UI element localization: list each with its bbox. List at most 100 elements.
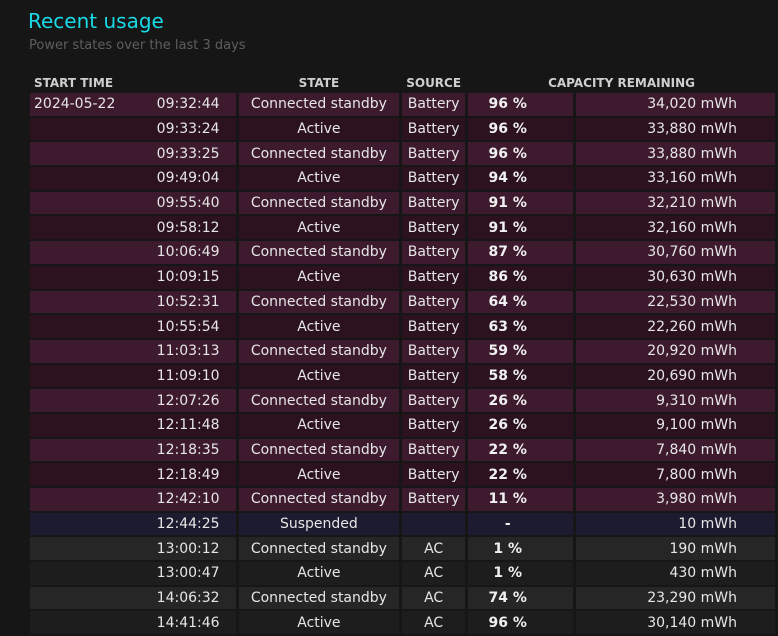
- percent-cell: 96 %: [468, 611, 574, 635]
- col-state: STATE: [298, 76, 340, 90]
- table-row: 2024-05-22 09:32:44 Connected standby Bat…: [30, 93, 775, 116]
- table-row: 10:09:15 Active Battery 86 % 30,630 mWh: [30, 265, 775, 289]
- percent-cell: 1 %: [468, 537, 574, 561]
- source-cell: Battery: [402, 265, 466, 289]
- capacity-cell: 20,690 mWh: [576, 364, 775, 388]
- state-cell: Connected standby: [238, 142, 400, 166]
- table-row: 09:58:12 Active Battery 91 % 32,160 mWh: [30, 216, 775, 240]
- percent-cell: 1 %: [468, 562, 574, 585]
- state-cell: Active: [238, 611, 400, 635]
- table-row: 09:49:04 Active Battery 94 % 33,160 mWh: [30, 167, 775, 190]
- capacity-cell: 9,100 mWh: [576, 413, 775, 437]
- start-time: 12:11:48: [156, 417, 220, 434]
- table-row: 12:44:25 Suspended - 10 mWh: [30, 512, 775, 536]
- capacity-cell: 22,530 mWh: [576, 290, 775, 314]
- percent-cell: 94 %: [468, 167, 574, 190]
- start-time: 11:03:13: [156, 343, 220, 360]
- percent-cell: 22 %: [468, 463, 574, 486]
- table-row: 12:18:49 Active Battery 22 % 7,800 mWh: [30, 463, 775, 486]
- start-time: 14:41:46: [156, 614, 220, 631]
- table-row: 09:33:24 Active Battery 96 % 33,880 mWh: [30, 117, 775, 141]
- state-cell: Connected standby: [238, 290, 400, 314]
- source-cell: Battery: [402, 364, 466, 388]
- percent-cell: 22 %: [468, 438, 574, 462]
- start-time: 12:07:26: [156, 392, 220, 409]
- start-time-cell: 13:00:12: [30, 537, 236, 561]
- start-time-cell: 12:44:25: [30, 512, 236, 536]
- start-time: 09:33:24: [156, 121, 220, 138]
- start-time-cell: 09:55:40: [30, 191, 236, 215]
- table-row: 09:33:25 Connected standby Battery 96 % …: [30, 142, 775, 166]
- source-cell: Battery: [402, 463, 466, 486]
- state-cell: Connected standby: [238, 488, 400, 511]
- source-cell: Battery: [402, 142, 466, 166]
- percent-cell: 74 %: [468, 586, 574, 610]
- table-row: 09:55:40 Connected standby Battery 91 % …: [30, 191, 775, 215]
- capacity-cell: 30,760 mWh: [576, 241, 775, 264]
- table-row: 11:03:13 Connected standby Battery 59 % …: [30, 339, 775, 363]
- table-row: 12:42:10 Connected standby Battery 11 % …: [30, 488, 775, 511]
- percent-cell: 91 %: [468, 191, 574, 215]
- start-time-cell: 09:58:12: [30, 216, 236, 240]
- percent-cell: 64 %: [468, 290, 574, 314]
- percent-cell: 96 %: [468, 142, 574, 166]
- page-subtitle: Power states over the last 3 days: [29, 38, 246, 53]
- col-capacity: CAPACITY REMAINING: [548, 76, 695, 90]
- capacity-cell: 3,980 mWh: [576, 488, 775, 511]
- capacity-cell: 32,210 mWh: [576, 191, 775, 215]
- start-time: 10:09:15: [156, 269, 220, 286]
- start-time: 14:06:32: [156, 590, 220, 607]
- table-row: 13:00:12 Connected standby AC 1 % 190 mW…: [30, 537, 775, 561]
- start-time-cell: 09:33:25: [30, 142, 236, 166]
- source-cell: Battery: [402, 241, 466, 264]
- usage-table: START TIME STATE SOURCE CAPACITY REMAINI…: [27, 73, 778, 636]
- state-cell: Connected standby: [238, 389, 400, 412]
- table-row: 13:00:47 Active AC 1 % 430 mWh: [30, 562, 775, 585]
- percent-cell: 91 %: [468, 216, 574, 240]
- start-time: 13:00:47: [156, 565, 220, 582]
- start-time: 09:32:44: [156, 96, 220, 113]
- state-cell: Active: [238, 117, 400, 141]
- start-time-cell: 12:11:48: [30, 413, 236, 437]
- table-row: 11:09:10 Active Battery 58 % 20,690 mWh: [30, 364, 775, 388]
- page-title: Recent usage: [28, 9, 164, 33]
- source-cell: Battery: [402, 290, 466, 314]
- capacity-cell: 7,840 mWh: [576, 438, 775, 462]
- start-time: 12:18:49: [156, 466, 220, 483]
- state-cell: Suspended: [238, 512, 400, 536]
- start-time: 10:06:49: [156, 244, 220, 261]
- state-cell: Connected standby: [238, 241, 400, 264]
- table-row: 12:07:26 Connected standby Battery 26 % …: [30, 389, 775, 412]
- percent-cell: -: [468, 512, 574, 536]
- start-time-cell: 09:33:24: [30, 117, 236, 141]
- capacity-cell: 34,020 mWh: [576, 93, 775, 116]
- state-cell: Connected standby: [238, 93, 400, 116]
- capacity-cell: 10 mWh: [576, 512, 775, 536]
- state-cell: Active: [238, 413, 400, 437]
- table-row: 14:41:46 Active AC 96 % 30,140 mWh: [30, 611, 775, 635]
- table-header: START TIME STATE SOURCE CAPACITY REMAINI…: [30, 75, 775, 91]
- start-time-cell: 12:18:35: [30, 438, 236, 462]
- source-cell: Battery: [402, 93, 466, 116]
- table-row: 10:52:31 Connected standby Battery 64 % …: [30, 290, 775, 314]
- col-source: SOURCE: [406, 76, 462, 90]
- state-cell: Active: [238, 265, 400, 289]
- source-cell: AC: [402, 586, 466, 610]
- state-cell: Connected standby: [238, 191, 400, 215]
- state-cell: Active: [238, 463, 400, 486]
- start-time: 09:58:12: [156, 219, 220, 236]
- start-date: 2024-05-22: [34, 96, 116, 113]
- percent-cell: 96 %: [468, 117, 574, 141]
- table-row: 14:06:32 Connected standby AC 74 % 23,29…: [30, 586, 775, 610]
- start-time-cell: 09:49:04: [30, 167, 236, 190]
- table-row: 10:55:54 Active Battery 63 % 22,260 mWh: [30, 315, 775, 338]
- start-time: 09:55:40: [156, 195, 220, 212]
- capacity-cell: 33,160 mWh: [576, 167, 775, 190]
- percent-cell: 26 %: [468, 389, 574, 412]
- capacity-cell: 7,800 mWh: [576, 463, 775, 486]
- state-cell: Active: [238, 562, 400, 585]
- source-cell: Battery: [402, 488, 466, 511]
- start-time: 09:33:25: [156, 145, 220, 162]
- start-time-cell: 11:09:10: [30, 364, 236, 388]
- start-time: 12:18:35: [156, 441, 220, 458]
